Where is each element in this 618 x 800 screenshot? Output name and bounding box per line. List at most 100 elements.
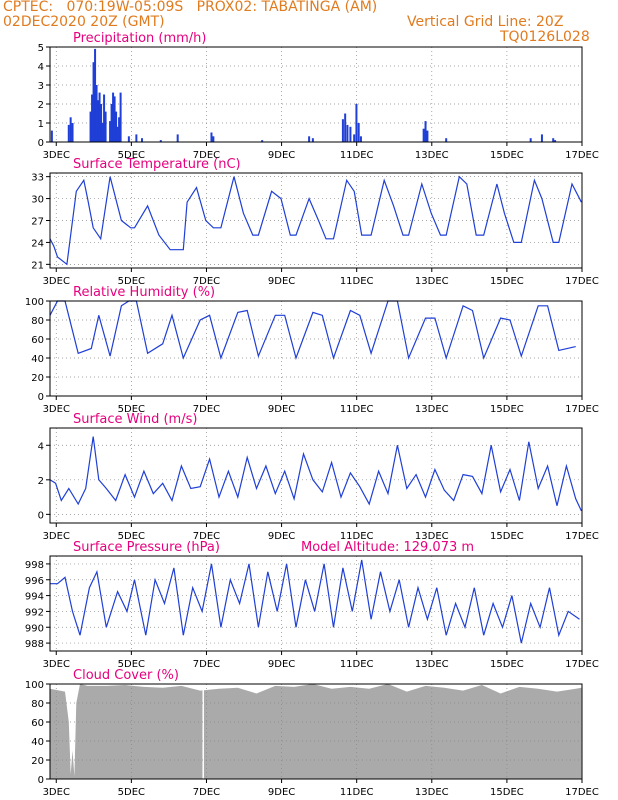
xtick-label-temp-4: 11DEC: [340, 276, 374, 287]
xtick-label-temp-5: 13DEC: [415, 276, 449, 287]
ytick-label-rh-4: 80: [31, 316, 44, 327]
panel-title-rh: Relative Humidity (%): [73, 285, 215, 300]
precip-bar-2: [69, 117, 72, 142]
ytick-label-pres-0: 988: [25, 639, 44, 650]
precip-bar-20: [116, 126, 119, 142]
precip-bar-23: [127, 136, 130, 142]
precip-bar-6: [92, 62, 95, 143]
ytick-label-rh-5: 100: [25, 297, 44, 308]
precip-bar-17: [112, 92, 115, 142]
xtick-label-cloud-0: 3DEC: [43, 787, 70, 798]
rh-series-line: [49, 300, 576, 361]
xtick-label-pres-6: 15DEC: [490, 659, 524, 670]
header-station-info: CPTEC: 070:19W-05:09S PROX02: TABATINGA …: [3, 0, 378, 15]
precip-bar-19: [115, 111, 118, 142]
xtick-label-wind-2: 7DEC: [193, 531, 220, 542]
xtick-label-cloud-1: 5DEC: [118, 787, 145, 798]
xtick-label-precip-6: 15DEC: [490, 150, 524, 161]
panel-frame-cloud: [49, 683, 583, 780]
xtick-label-wind-5: 13DEC: [415, 531, 449, 542]
panel-title-pres: Surface Pressure (hPa): [73, 540, 220, 555]
header-init-date: 02DEC2020 20Z (GMT): [3, 14, 165, 30]
precip-bar-41: [422, 128, 425, 142]
ytick-label-precip-3: 3: [38, 81, 44, 92]
ytick-label-precip-0: 0: [38, 138, 44, 149]
ytick-label-rh-1: 20: [31, 373, 44, 384]
xtick-label-rh-1: 5DEC: [118, 404, 145, 415]
temp-series-line: [49, 175, 582, 266]
precip-bar-40: [359, 136, 362, 142]
xtick-label-temp-0: 3DEC: [43, 276, 70, 287]
xtick-label-precip-1: 5DEC: [118, 150, 145, 161]
ytick-label-temp-3: 30: [31, 195, 44, 206]
precip-bar-32: [311, 138, 314, 142]
precip-bar-35: [346, 124, 349, 142]
xtick-label-cloud-6: 15DEC: [490, 787, 524, 798]
ytick-label-pres-1: 990: [25, 623, 44, 634]
ytick-label-temp-1: 24: [31, 238, 44, 249]
xtick-label-temp-7: 17DEC: [565, 276, 599, 287]
panel-frame-precip: [49, 46, 583, 143]
xtick-label-temp-3: 9DEC: [268, 276, 295, 287]
ytick-label-pres-2: 992: [25, 607, 44, 618]
precip-bar-12: [101, 123, 104, 142]
xtick-label-precip-3: 9DEC: [268, 150, 295, 161]
ytick-label-pres-3: 994: [25, 592, 44, 603]
panel-title-temp: Surface Temperature (nC): [73, 157, 241, 172]
header-grid-note: Vertical Grid Line: 20Z: [407, 14, 564, 30]
xtick-label-pres-0: 3DEC: [43, 659, 70, 670]
precip-bar-48: [554, 140, 557, 142]
ytick-label-rh-3: 60: [31, 335, 44, 346]
precip-bar-18: [113, 96, 116, 142]
ytick-label-temp-2: 27: [31, 217, 44, 228]
cloud-area: [50, 684, 582, 779]
precip-bar-29: [212, 136, 215, 142]
precip-bar-0: [50, 130, 53, 142]
precip-bar-44: [445, 138, 448, 142]
precip-bar-3: [71, 123, 74, 142]
xtick-label-pres-3: 9DEC: [268, 659, 295, 670]
ytick-label-cloud-4: 80: [31, 699, 44, 710]
wind-series-line: [49, 436, 582, 512]
xtick-label-temp-1: 5DEC: [118, 276, 145, 287]
precip-bar-14: [104, 111, 107, 142]
panel-title-wind: Surface Wind (m/s): [73, 412, 197, 427]
precip-bar-47: [552, 138, 555, 142]
ytick-label-cloud-3: 60: [31, 718, 44, 729]
xtick-label-wind-7: 17DEC: [565, 531, 599, 542]
ytick-label-cloud-0: 0: [38, 775, 44, 786]
ytick-label-cloud-2: 40: [31, 737, 44, 748]
pres-series-line: [50, 559, 580, 644]
precip-bar-43: [426, 130, 429, 142]
ytick-label-cloud-5: 100: [25, 680, 44, 691]
xtick-label-wind-6: 15DEC: [490, 531, 524, 542]
xtick-label-temp-6: 15DEC: [490, 276, 524, 287]
xtick-label-precip-5: 13DEC: [415, 150, 449, 161]
precip-bar-28: [210, 132, 213, 142]
xtick-label-pres-2: 7DEC: [193, 659, 220, 670]
panel-title-precip: Precipitation (mm/h): [73, 31, 206, 46]
xtick-label-rh-3: 9DEC: [268, 404, 295, 415]
ytick-label-precip-5: 5: [38, 43, 44, 54]
xtick-label-pres-4: 11DEC: [340, 659, 374, 670]
panel-subtitle-pres: Model Altitude: 129.073 m: [301, 540, 474, 555]
precip-bar-46: [540, 134, 543, 142]
panel-frame-rh: [49, 300, 583, 397]
panel-frame-wind: [49, 427, 583, 524]
xtick-label-wind-0: 3DEC: [43, 531, 70, 542]
precip-bar-30: [261, 140, 264, 142]
precip-bar-10: [98, 92, 101, 142]
ytick-label-wind-1: 2: [38, 476, 44, 487]
ytick-label-wind-0: 0: [38, 510, 44, 521]
xtick-label-cloud-4: 11DEC: [340, 787, 374, 798]
ytick-label-temp-4: 33: [31, 173, 44, 184]
xtick-label-rh-6: 15DEC: [490, 404, 524, 415]
xtick-label-wind-1: 5DEC: [118, 531, 145, 542]
xtick-label-pres-1: 5DEC: [118, 659, 145, 670]
precip-bar-16: [110, 104, 113, 142]
header-model-code: TQ0126L028: [500, 29, 590, 45]
xtick-label-rh-0: 3DEC: [43, 404, 70, 415]
precip-bar-39: [357, 123, 360, 142]
ytick-label-rh-0: 0: [38, 392, 44, 403]
ytick-label-temp-0: 21: [31, 260, 44, 271]
